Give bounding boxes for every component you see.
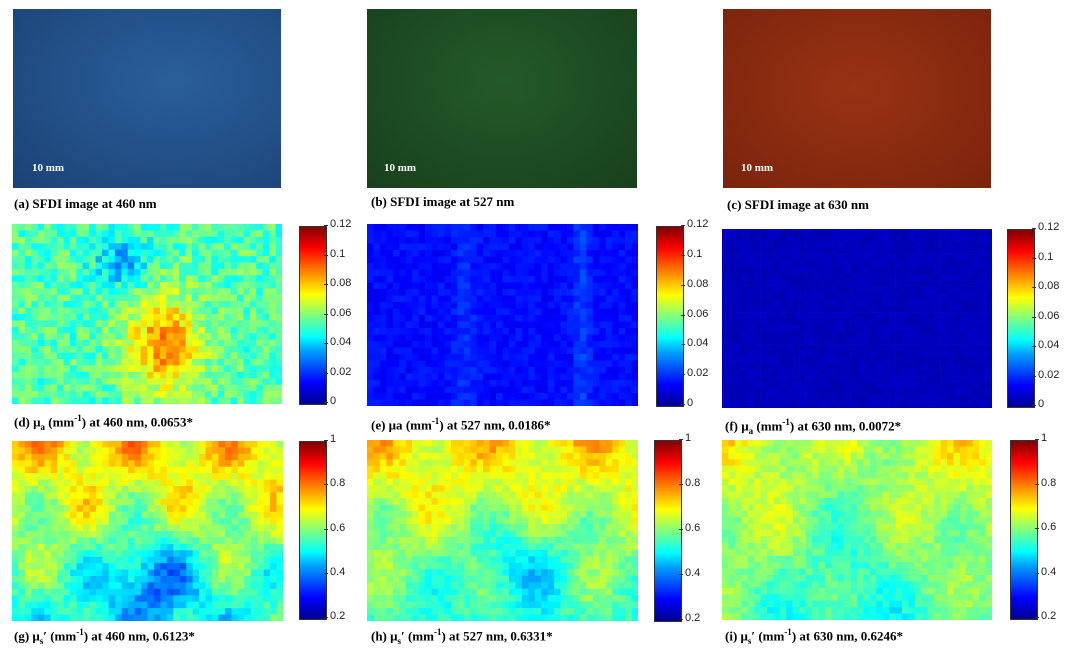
colorbar-tick-f: 0.04: [1031, 339, 1060, 351]
scale-bar-label: 10 mm: [384, 162, 417, 174]
caption-h: (h) μs′ (mm-1) at 527 nm, 0.6331*: [371, 627, 553, 646]
colorbar-scattering-i: [1010, 440, 1038, 620]
heatmap-cells: [367, 440, 638, 621]
colorbar-tick-g: 0.4: [323, 565, 346, 578]
caption-i: (i) μs′ (mm-1) at 630 nm, 0.6246*: [725, 627, 904, 646]
colorbar-absorption-d: [299, 226, 327, 405]
colorbar-absorption-e: [656, 226, 684, 407]
colorbar-tick-g: 0.2: [323, 610, 346, 622]
caption-c: (c) SFDI image at 630 nm: [727, 197, 869, 212]
colorbar-tick-f: 0.12: [1031, 221, 1060, 233]
heatmap-cells: [367, 224, 638, 406]
colorbar-tick-g: 0.6: [323, 521, 346, 534]
colorbar-tick-e: 0: [680, 397, 694, 409]
colorbar-tick-d: 0.04: [323, 336, 352, 348]
scale-bar-c: 10 mm: [733, 155, 783, 179]
scale-bar-label: 10 mm: [741, 162, 774, 174]
colorbar-tick-f: 0.02: [1031, 368, 1060, 381]
caption-g: (g) μs′ (mm-1) at 460 nm, 0.6123*: [14, 627, 195, 646]
photo-630nm: [723, 9, 991, 188]
colorbar-tick-e: 0.04: [680, 337, 709, 350]
colorbar-tick-d: 0: [323, 395, 337, 407]
scale-bar-b: 10 mm: [376, 155, 426, 179]
colorbar-tick-f: 0.1: [1031, 250, 1054, 263]
colorbar-tick-d: 0.12: [323, 218, 352, 230]
colorbar-tick-e: 0.1: [680, 247, 703, 260]
colorbar-tick-i: 1: [1034, 432, 1048, 444]
colorbar-tick-d: 0.1: [323, 247, 346, 260]
heatmap-cells: [12, 441, 283, 621]
scale-bar-label: 10 mm: [32, 162, 65, 174]
colorbar-scattering-h: [654, 440, 682, 622]
caption-d: (d) μa (mm-1) at 460 nm, 0.0653*: [14, 413, 193, 432]
colorbar-tick-i: 0.8: [1034, 476, 1057, 489]
colorbar-tick-d: 0.08: [323, 277, 352, 289]
heatmap-mua-527nm: [367, 224, 638, 406]
colorbar-tick-h: 0.8: [678, 477, 701, 489]
photo-527nm: [367, 9, 637, 188]
colorbar-tick-h: 0.6: [678, 522, 701, 534]
colorbar-tick-i: 0.2: [1034, 610, 1057, 622]
colorbar-tick-d: 0.02: [323, 365, 352, 378]
heatmap-cells: [722, 440, 992, 620]
colorbar-tick-e: 0.08: [680, 277, 709, 290]
colorbar-tick-e: 0.02: [680, 367, 709, 380]
heatmap-mua-630nm: [722, 229, 992, 408]
caption-f: (f) μa (mm-1) at 630 nm, 0.0072*: [725, 417, 902, 436]
colorbar-tick-f: 0.06: [1031, 309, 1060, 322]
colorbar-tick-i: 0.6: [1034, 521, 1057, 533]
colorbar-tick-g: 1: [323, 433, 337, 445]
caption-a: (a) SFDI image at 460 nm: [14, 196, 157, 211]
colorbar-absorption-f: [1007, 229, 1035, 408]
colorbar-tick-h: 0.2: [678, 612, 701, 624]
colorbar-tick-e: 0.06: [680, 307, 709, 320]
colorbar-scattering-g: [299, 441, 327, 620]
colorbar-tick-d: 0.06: [323, 306, 352, 319]
heatmap-musp-527nm: [367, 440, 638, 621]
colorbar-tick-h: 1: [678, 432, 692, 444]
heatmap-cells: [12, 224, 282, 404]
scale-bar-a: 10 mm: [24, 155, 74, 179]
heatmap-cells: [722, 229, 992, 408]
caption-b: (b) SFDI image at 527 nm: [371, 194, 515, 209]
photo-460nm: [13, 9, 281, 188]
colorbar-tick-f: 0.08: [1031, 280, 1060, 292]
caption-e: (e) μa (mm-1) at 527 nm, 0.0186*: [371, 416, 551, 433]
colorbar-tick-f: 0: [1031, 398, 1045, 410]
heatmap-musp-460nm: [12, 441, 283, 621]
colorbar-tick-g: 0.8: [323, 477, 346, 490]
heatmap-mua-460nm: [12, 224, 282, 404]
colorbar-tick-i: 0.4: [1034, 565, 1057, 578]
heatmap-musp-630nm: [722, 440, 992, 620]
colorbar-tick-h: 0.4: [678, 567, 701, 579]
colorbar-tick-e: 0.12: [680, 218, 709, 230]
